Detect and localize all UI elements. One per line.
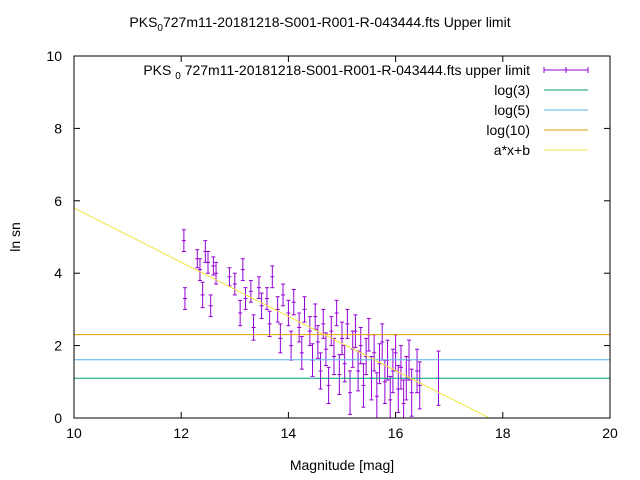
- chart-title-subscript: 0: [157, 22, 163, 34]
- plot-frame: [73, 55, 611, 419]
- y-tick-label: 6: [54, 193, 62, 209]
- legend-entry-label: PKS 0 727m11-20181218-S001-R001-R-043444…: [143, 62, 530, 82]
- ticks-layer: 10 12 14 16 18 20 0 2 4 6 8 10: [46, 48, 618, 441]
- y-tick-label: 10: [46, 48, 62, 64]
- x-axis-label: Magnitude [mag]: [290, 457, 394, 473]
- x-tick-label: 12: [173, 425, 189, 441]
- x-tick-label: 16: [388, 425, 404, 441]
- legend-label-subscript: 0: [175, 71, 181, 82]
- legend-entry-label: log(3): [494, 82, 530, 98]
- legend-entry-label: log(5): [494, 102, 530, 118]
- chart-title: PKS0727m11-20181218-S001-R001-R-043444.f…: [0, 14, 640, 34]
- chart-title-suffix: 727m11-20181218-S001-R001-R-043444.fts U…: [162, 14, 511, 30]
- legend: PKS 0 727m11-20181218-S001-R001-R-043444…: [143, 62, 589, 158]
- series-errorbars: [181, 229, 441, 418]
- y-tick-label: 0: [54, 410, 62, 426]
- legend-entry-label: a*x+b: [494, 142, 530, 158]
- x-tick-label: 10: [66, 425, 82, 441]
- legend-label-suffix: 727m11-20181218-S001-R001-R-043444.fts u…: [181, 62, 530, 78]
- series-layer: [74, 207, 610, 418]
- chart-title-prefix: PKS: [129, 14, 158, 30]
- series-fit-line: [74, 207, 490, 418]
- y-tick-label: 4: [54, 265, 62, 281]
- y-axis-label: ln sn: [7, 222, 23, 252]
- x-tick-label: 18: [495, 425, 511, 441]
- y-tick-label: 2: [54, 338, 62, 354]
- x-tick-label: 14: [281, 425, 297, 441]
- legend-label-prefix: PKS: [143, 62, 175, 78]
- x-tick-label: 20: [602, 425, 618, 441]
- y-tick-label: 8: [54, 120, 62, 136]
- legend-entry-label: log(10): [486, 122, 530, 138]
